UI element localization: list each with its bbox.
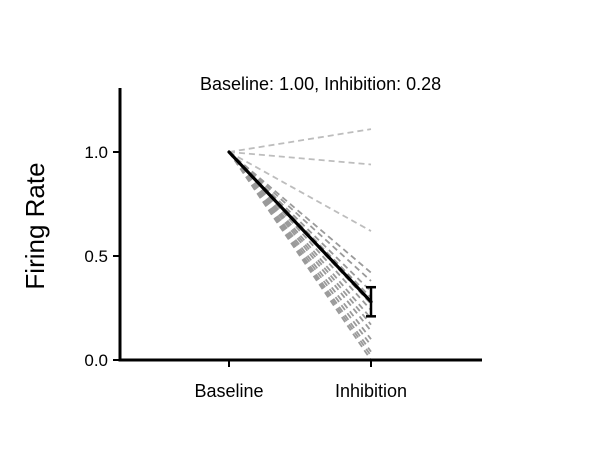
x-tick-label-baseline: Baseline — [194, 381, 263, 401]
y-tick-label: 0.0 — [84, 351, 108, 370]
y-tick-label: 0.5 — [84, 247, 108, 266]
individual-line-5 — [228, 151, 372, 282]
individual-line-10 — [228, 151, 372, 319]
mean-line — [227, 150, 373, 304]
labels-group: Baseline: 1.00, Inhibition: 0.28 Firing … — [20, 74, 441, 401]
individual-line-2 — [228, 151, 372, 166]
individual-line-15 — [228, 151, 372, 353]
chart-annotation: Baseline: 1.00, Inhibition: 0.28 — [200, 74, 441, 94]
individual-line-4 — [228, 151, 372, 274]
individual-line-11 — [228, 151, 372, 326]
individual-lines-group — [228, 128, 372, 361]
individual-line-13 — [228, 151, 372, 340]
mean-line-group — [227, 150, 376, 318]
y-tick-label: 1.0 — [84, 143, 108, 162]
individual-line-16 — [228, 151, 372, 357]
individual-line-17 — [228, 151, 372, 361]
individual-line-3 — [228, 151, 372, 232]
x-tick-label-inhibition: Inhibition — [335, 381, 407, 401]
axes-group — [113, 88, 482, 367]
y-axis-title: Firing Rate — [20, 162, 50, 289]
individual-line-1 — [228, 128, 372, 153]
individual-line-12 — [228, 151, 372, 332]
